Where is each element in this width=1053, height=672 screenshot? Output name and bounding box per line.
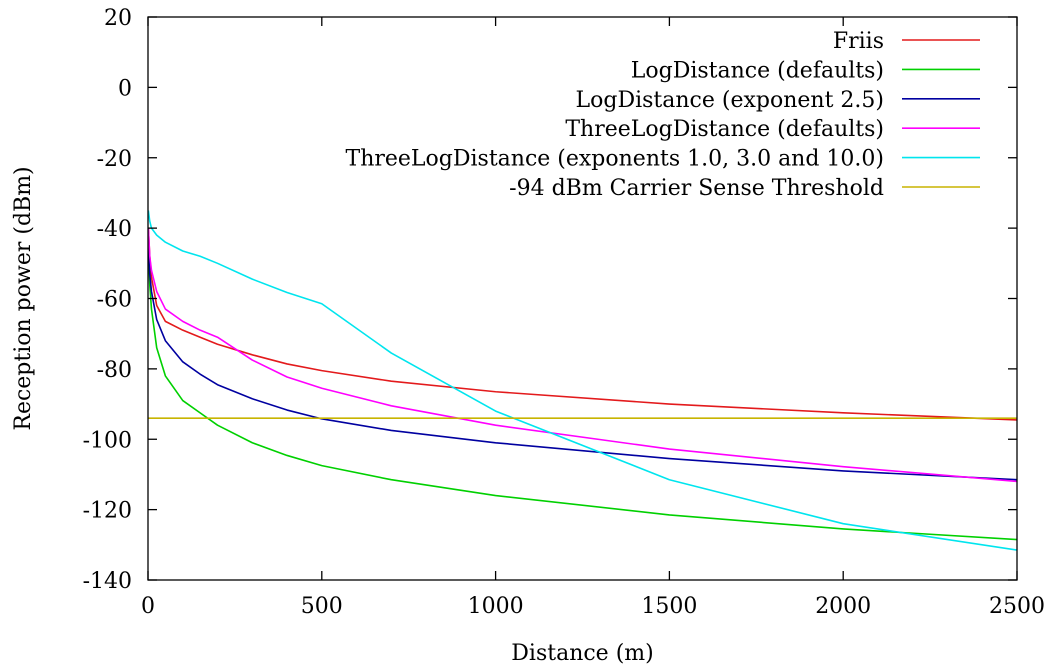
- x-tick-label: 1500: [641, 594, 697, 619]
- legend-label: Friis: [833, 29, 884, 54]
- y-tick-label: -60: [97, 288, 132, 313]
- y-axis-label: Reception power (dBm): [11, 166, 36, 430]
- y-tick-label: -80: [97, 358, 132, 383]
- x-tick-label: 1000: [468, 594, 524, 619]
- x-tick-label: 500: [301, 594, 343, 619]
- y-tick-label: -40: [97, 217, 132, 242]
- y-tick-label: -140: [83, 569, 132, 594]
- legend-label: LogDistance (exponent 2.5): [576, 88, 884, 113]
- y-tick-label: 20: [104, 6, 132, 31]
- y-tick-label: 0: [118, 76, 132, 101]
- x-tick-label: 2500: [989, 594, 1045, 619]
- series-layer: [147, 210, 1018, 551]
- axes-layer: 0 500 1000 1500 2000 2500 20 0 -20 -40 -60 -80 -100 -…: [83, 6, 1045, 619]
- legend-label: ThreeLogDistance (defaults): [565, 117, 884, 142]
- legend-label: ThreeLogDistance (exponents 1.0, 3.0 and…: [346, 147, 884, 172]
- series-line-2: [147, 249, 1018, 541]
- legend: Friis LogDistance (defaults) LogDistance (…: [346, 29, 980, 201]
- series-line-3: [147, 238, 1018, 481]
- x-tick-label: 0: [141, 594, 155, 619]
- y-tick-label: -20: [97, 147, 132, 172]
- x-axis-label: Distance (m): [511, 641, 653, 666]
- y-tick-label: -120: [83, 499, 132, 524]
- y-tick-label: -100: [83, 428, 132, 453]
- legend-label: -94 dBm Carrier Sense Threshold: [509, 176, 884, 201]
- legend-label: LogDistance (defaults): [631, 58, 884, 83]
- x-tick-label: 2000: [815, 594, 871, 619]
- series-line-4: [147, 228, 1018, 483]
- series-line-5: [147, 210, 1018, 551]
